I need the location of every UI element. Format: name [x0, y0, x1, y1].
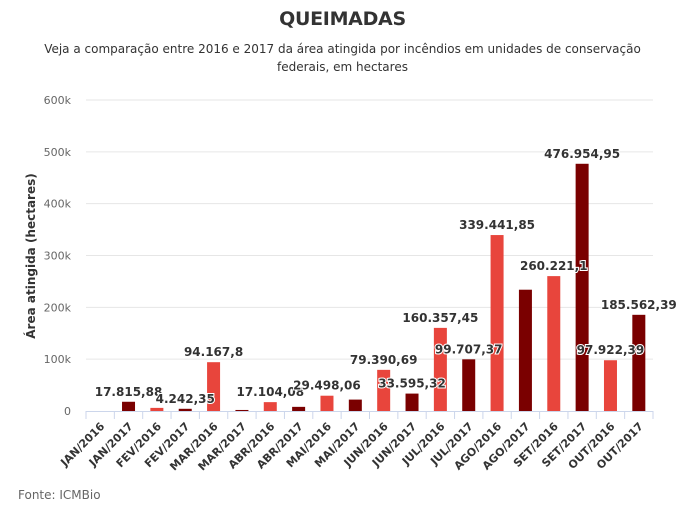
bar-jun-2016[interactable]	[377, 369, 391, 411]
y-tick-label: 200k	[44, 301, 72, 314]
data-label: 33.595,32	[378, 377, 446, 391]
bar-mai-2016[interactable]	[320, 395, 334, 411]
bar-ago-2016[interactable]	[490, 235, 504, 411]
data-label: 97.922,39	[577, 343, 645, 357]
data-label: 476.954,95	[544, 147, 620, 161]
y-axis-label: Área atingida (hectares)	[23, 173, 38, 338]
data-label: 17.815,88	[95, 385, 163, 399]
x-axis: JAN/2016JAN/2017FEV/2016FEV/2017MAR/2016…	[57, 411, 654, 473]
y-tick-label: 600k	[44, 94, 72, 107]
data-label: 339.441,85	[459, 218, 535, 232]
bar-mar-2017[interactable]	[235, 409, 249, 411]
bar-set-2016[interactable]	[547, 276, 561, 411]
y-tick-label: 400k	[44, 198, 72, 211]
data-label: 260.221,1	[520, 259, 588, 273]
bar-abr-2017[interactable]	[292, 406, 306, 411]
chart-title: QUEIMADAS	[279, 8, 406, 30]
data-label: 29.498,06	[293, 379, 361, 393]
bar-set-2017[interactable]	[575, 163, 589, 411]
chart-subtitle: Veja a comparação entre 2016 e 2017 da á…	[44, 42, 641, 74]
data-label: 17.104,08	[236, 385, 304, 399]
bar-abr-2016[interactable]	[263, 402, 277, 411]
bar-mar-2016[interactable]	[207, 362, 221, 411]
bar-fev-2017[interactable]	[178, 408, 192, 411]
bar-jan-2017[interactable]	[122, 401, 136, 411]
data-label: 94.167,8	[184, 345, 243, 359]
source-credit: Fonte: ICMBio	[18, 488, 101, 502]
data-label: 79.390,69	[350, 353, 418, 367]
data-labels: 17.815,884.242,35 94.167,8 17.104,0829.498…	[94, 146, 678, 407]
y-axis-ticks: 0 100k 200k 300k 400k 500k 600k	[44, 94, 72, 418]
y-tick-label: 0	[64, 405, 71, 418]
bar-fev-2016[interactable]	[150, 407, 164, 411]
bar-jul-2016[interactable]	[433, 327, 447, 411]
data-label: 160.357,45	[402, 311, 478, 325]
bar-jun-2017[interactable]	[405, 393, 419, 411]
gridlines	[86, 99, 653, 360]
bar-ago-2017[interactable]	[518, 289, 532, 411]
y-tick-label: 500k	[44, 146, 72, 159]
data-label: 99.707,37	[435, 342, 503, 356]
y-tick-label: 300k	[44, 250, 72, 263]
bar-mai-2017[interactable]	[348, 399, 362, 411]
data-label: 4.242,35	[156, 392, 215, 406]
y-tick-label: 100k	[44, 353, 72, 366]
data-label: 185.562,39	[601, 298, 677, 312]
bars	[122, 163, 646, 411]
bar-jul-2017[interactable]	[462, 359, 476, 411]
bar-out-2017[interactable]	[632, 314, 646, 411]
bar-out-2016[interactable]	[603, 360, 617, 411]
